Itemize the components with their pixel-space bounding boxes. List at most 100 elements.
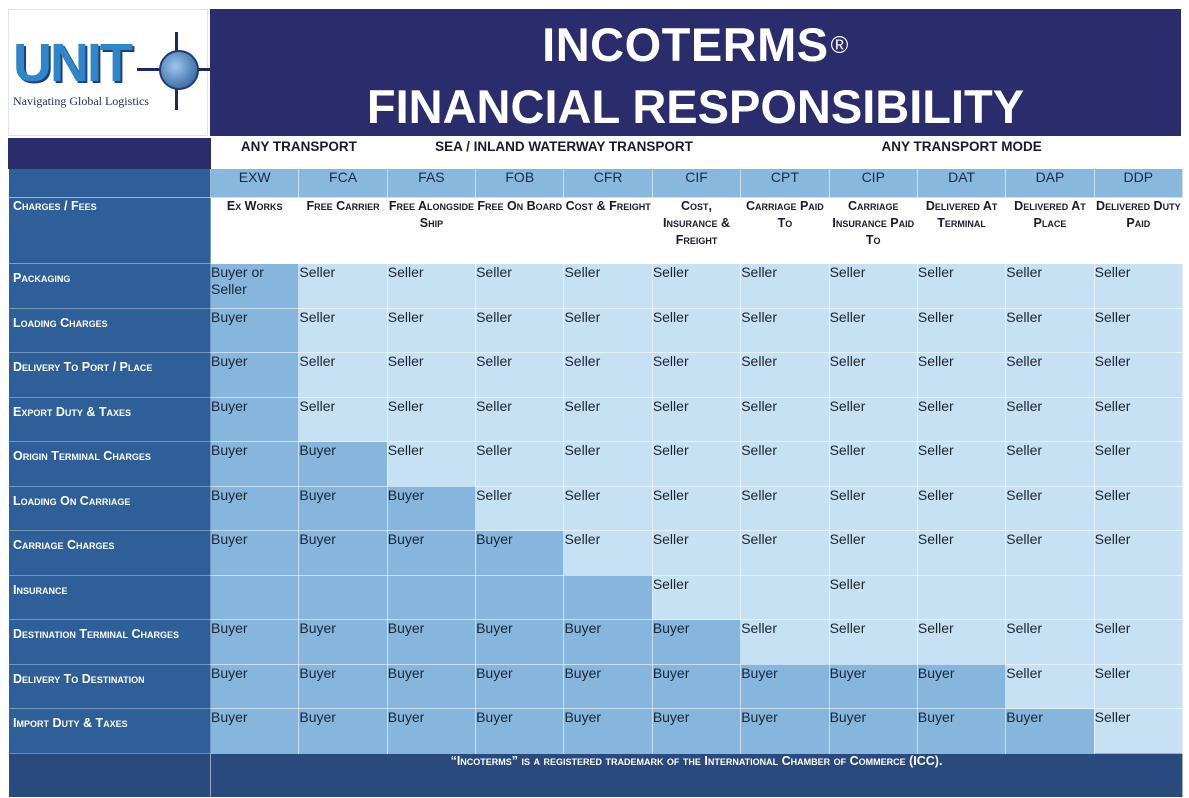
responsibility-cell: Buyer: [386, 619, 477, 665]
responsibility-cell: Seller: [1093, 663, 1184, 709]
term-code-cif: CIF: [651, 168, 742, 198]
responsibility-cell: Seller: [1093, 352, 1184, 398]
charge-label: Delivery To Port / Place: [8, 352, 211, 398]
responsibility-cell: Seller: [563, 263, 653, 309]
charge-label: Loading On Carriage: [8, 485, 211, 531]
responsibility-cell: Buyer: [475, 530, 565, 576]
responsibility-cell: Buyer: [563, 708, 653, 754]
term-code-cfr: CFR: [563, 168, 653, 198]
term-name-ddp: Delivered Duty Paid: [1093, 197, 1184, 264]
table-row: Import Duty & Taxes Buyer Buyer Buyer Buyer B…: [8, 708, 1184, 754]
responsibility-cell: Seller: [1005, 619, 1095, 665]
term-name-fas: Free Alongside Ship: [386, 197, 477, 264]
term-name-fob: Free On Board: [475, 197, 565, 264]
responsibility-cell: Buyer: [651, 663, 742, 709]
table-row: Origin Terminal Charges Buyer Buyer Seller S…: [8, 441, 1184, 487]
responsibility-cell: Buyer: [209, 352, 300, 398]
responsibility-cell: Buyer: [651, 708, 742, 754]
table-row: Export Duty & Taxes Buyer Seller Seller Sell…: [8, 396, 1184, 442]
responsibility-cell: [298, 574, 388, 620]
responsibility-cell: Buyer: [563, 663, 653, 709]
term-name-cpt: Carriage Paid To: [740, 197, 830, 264]
responsibility-cell: Seller: [916, 530, 1007, 576]
responsibility-cell: Buyer: [386, 708, 477, 754]
responsibility-cell: Seller: [651, 263, 742, 309]
trademark-note: “Incoterms” is a registered trademark of…: [209, 752, 1184, 798]
responsibility-cell: Seller: [740, 485, 830, 531]
responsibility-cell: Seller: [1005, 263, 1095, 309]
responsibility-cell: Seller: [740, 619, 830, 665]
term-code-exw: EXW: [209, 168, 300, 198]
responsibility-cell: Buyer: [298, 708, 388, 754]
responsibility-cell: Seller: [916, 352, 1007, 398]
responsibility-cell: Buyer: [475, 619, 565, 665]
responsibility-cell: Buyer: [209, 663, 300, 709]
responsibility-cell: Seller: [828, 574, 918, 620]
charge-label: Packaging: [8, 263, 211, 309]
term-code-row: EXW FCA FAS FOB CFR CIF CPT CIP DAT DAP DDP: [8, 168, 1184, 198]
charge-label: Insurance: [8, 574, 211, 620]
transport-group-header: ANY TRANSPORT MODE: [740, 138, 1184, 169]
responsibility-cell: Seller: [563, 441, 653, 487]
transport-group-header: SEA / INLAND WATERWAY TRANSPORT: [386, 138, 742, 169]
table-row: Carriage Charges Buyer Buyer Buyer Buyer Sell…: [8, 530, 1184, 576]
responsibility-cell: Seller: [828, 441, 918, 487]
charge-label: Import Duty & Taxes: [8, 708, 211, 754]
responsibility-cell: Seller: [475, 441, 565, 487]
responsibility-cell: Buyer: [209, 441, 300, 487]
responsibility-cell: Seller: [563, 352, 653, 398]
responsibility-cell: Seller: [740, 352, 830, 398]
responsibility-cell: Seller: [916, 307, 1007, 353]
responsibility-cell: Seller: [1093, 708, 1184, 754]
responsibility-cell: Seller: [475, 307, 565, 353]
table-row: Delivery To Destination Buyer Buyer Buyer Bu…: [8, 663, 1184, 709]
responsibility-cell: Buyer: [298, 619, 388, 665]
responsibility-cell: Seller: [916, 396, 1007, 442]
term-name-fca: Free Carrier: [298, 197, 388, 264]
responsibility-cell: Seller: [298, 352, 388, 398]
responsibility-cell: Buyer: [740, 663, 830, 709]
responsibility-cell: [1093, 574, 1184, 620]
responsibility-cell: Seller: [651, 574, 742, 620]
responsibility-cell: Seller: [1093, 263, 1184, 309]
title-text: INCOTERMS: [542, 18, 829, 71]
table-row: Packaging Buyer or Seller Seller Seller Sell…: [8, 263, 1184, 309]
responsibility-cell: Buyer: [386, 530, 477, 576]
responsibility-cell: Seller: [386, 263, 477, 309]
responsibility-cell: Buyer: [298, 530, 388, 576]
responsibility-cell: Buyer: [563, 619, 653, 665]
corner-cell: [8, 168, 211, 198]
responsibility-cell: Buyer: [209, 619, 300, 665]
responsibility-cell: Seller: [916, 441, 1007, 487]
term-name-exw: Ex Works: [209, 197, 300, 264]
responsibility-cell: Buyer: [475, 708, 565, 754]
charge-label: Export Duty & Taxes: [8, 396, 211, 442]
responsibility-cell: [386, 574, 477, 620]
page-title: INCOTERMS®: [210, 21, 1181, 68]
responsibility-cell: Seller: [1005, 663, 1095, 709]
term-name-cif: Cost, Insurance & Freight: [651, 197, 742, 264]
responsibility-cell: Seller: [916, 485, 1007, 531]
title-banner: INCOTERMS® FINANCIAL RESPONSIBILITY: [210, 9, 1181, 136]
table-row: Loading On Carriage Buyer Buyer Buyer Seller…: [8, 485, 1184, 531]
responsibility-cell: Seller: [1005, 307, 1095, 353]
responsibility-cell: Buyer: [298, 663, 388, 709]
responsibility-cell: Buyer: [209, 530, 300, 576]
responsibility-cell: Seller: [740, 530, 830, 576]
responsibility-cell: Seller: [1005, 396, 1095, 442]
logo-tagline: Navigating Global Logistics: [13, 94, 149, 108]
charge-label: Carriage Charges: [8, 530, 211, 576]
responsibility-cell: Buyer: [209, 396, 300, 442]
charge-label: Destination Terminal Charges: [8, 619, 211, 665]
responsibility-cell: Seller: [563, 530, 653, 576]
responsibility-cell: Buyer: [209, 485, 300, 531]
responsibility-cell: Seller: [475, 352, 565, 398]
responsibility-cell: Seller: [475, 396, 565, 442]
term-name-cfr: Cost & Freight: [563, 197, 653, 264]
responsibility-cell: Seller: [386, 441, 477, 487]
company-logo: UNIT Navigating Global Logistics: [8, 9, 211, 136]
registered-mark: ®: [830, 32, 849, 59]
responsibility-cell: Seller: [740, 441, 830, 487]
responsibility-cell: Seller: [1005, 530, 1095, 576]
term-name-row: Charges / Fees Ex Works Free Carrier Free …: [8, 197, 1184, 264]
